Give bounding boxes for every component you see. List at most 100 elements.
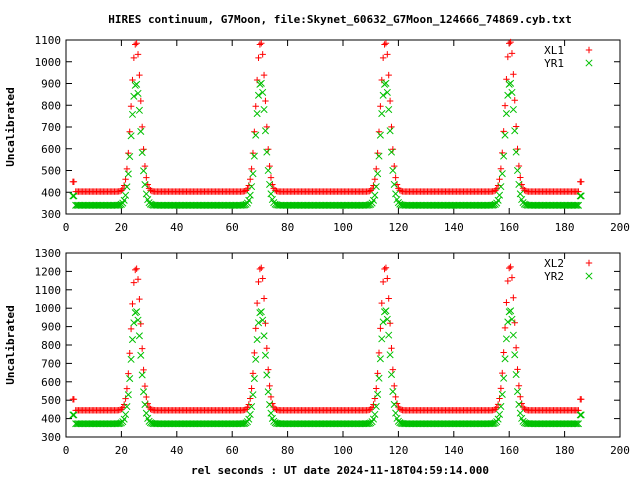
data-point [260,71,268,79]
data-point [113,201,121,209]
data-point [498,170,506,178]
data-point [143,174,150,181]
x-axis-label: rel seconds : UT date 2024-11-18T04:59:1… [191,464,489,477]
data-point [70,396,78,403]
data-point [497,402,505,411]
data-point [142,409,150,417]
data-point [250,152,258,160]
data-point [264,388,272,396]
x-tick-label: 140 [444,221,464,234]
data-point [255,54,262,62]
data-point [374,390,382,399]
data-point [507,307,515,315]
x-tick-label: 80 [281,221,294,234]
data-point [253,76,261,84]
data-point [507,38,514,46]
data-point [248,385,255,392]
data-point [245,196,253,204]
data-point [391,382,398,390]
data-point [378,110,386,118]
data-point [126,152,134,161]
data-point [509,331,517,339]
data-point [385,71,392,79]
data-point [249,170,257,178]
y-tick-label: 800 [41,339,61,352]
data-point [388,344,395,352]
data-point [238,201,246,209]
data-point [70,178,78,186]
data-point [373,165,380,173]
data-point [141,382,149,390]
data-point [501,131,509,139]
y-tick-label: 800 [41,99,61,112]
data-point [385,331,393,339]
data-point [578,178,585,186]
data-point [497,165,505,172]
data-point [392,174,399,181]
chart-title: HIRES continuum, G7Moon, file:Skynet_606… [108,13,572,26]
data-point [511,127,519,135]
data-point [138,371,146,379]
data-point [502,110,510,118]
data-point [258,264,265,271]
data-point [496,395,503,402]
data-point [386,97,394,105]
data-point [271,405,279,413]
y-axis-label: Uncalibrated [4,87,17,166]
data-point [256,41,264,48]
data-point [137,127,145,135]
data-point [239,420,247,428]
data-point [254,319,263,327]
x-tick-label: 40 [170,444,183,457]
data-point [492,187,499,194]
data-point [125,370,132,377]
data-point [514,366,521,373]
data-point [123,183,131,191]
x-tick-label: 0 [63,221,70,234]
data-point [123,403,131,411]
data-point [137,351,145,359]
data-point [141,181,149,189]
data-point [123,385,131,392]
data-point [126,350,133,357]
y-tick-label: 900 [41,321,61,334]
data-point [242,406,250,413]
data-point [124,391,132,399]
data-point [147,187,154,194]
data-point [392,409,400,417]
data-point [130,54,138,62]
data-point [69,192,77,200]
data-point [382,264,390,271]
y-tick-label: 600 [41,376,61,389]
y-axis-label: Uncalibrated [4,305,17,384]
data-point [263,344,271,352]
legend-label: XL1 [544,44,564,57]
data-point [375,374,383,382]
data-point [515,382,523,389]
data-point [513,166,522,175]
data-point [253,336,261,344]
data-point [512,370,520,379]
x-tick-label: 40 [170,221,183,234]
data-point [130,319,138,327]
data-point [494,196,502,204]
data-point [70,411,78,419]
data-point [130,279,138,286]
data-point [362,201,371,209]
data-point [506,40,513,47]
data-point [387,370,396,379]
data-point [136,295,143,303]
data-point [364,420,372,428]
data-point [499,369,506,377]
data-point [390,400,398,408]
data-point [390,180,398,188]
data-point [576,192,584,200]
data-point [378,76,385,84]
data-point [262,97,269,105]
data-point [247,176,254,183]
x-tick-label: 160 [499,221,519,234]
data-point [489,420,497,428]
data-point [371,395,379,402]
data-point [376,131,384,139]
